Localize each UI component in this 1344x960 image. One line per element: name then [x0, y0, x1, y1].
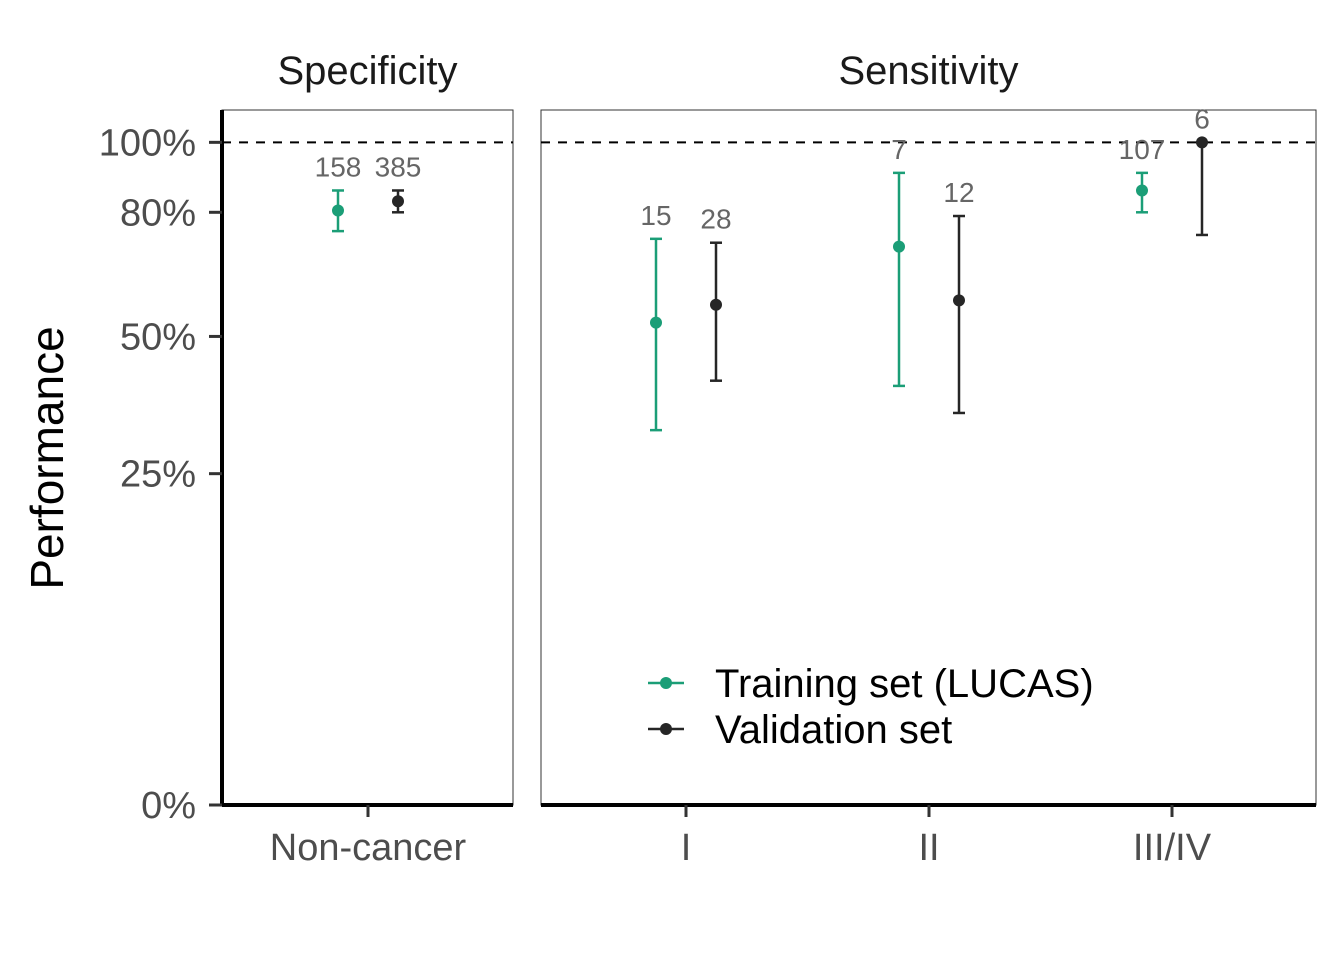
y-tick-label: 0%: [141, 785, 196, 827]
data-point-group: 28: [700, 204, 732, 382]
panel-specificity: Specificity Non-cancer 158 385: [221, 49, 514, 869]
data-point-group: 107: [1119, 134, 1166, 214]
x-tick-label: Non-cancer: [270, 827, 467, 869]
data-point: [392, 195, 404, 208]
data-point-group: 15: [640, 200, 672, 432]
legend-item: Validation set: [648, 708, 952, 752]
data-point: [953, 294, 965, 307]
sample-size-label: 107: [1119, 134, 1166, 165]
legend-label: Training set (LUCAS): [715, 662, 1094, 706]
panel-border: [221, 109, 514, 806]
panel-title: Sensitivity: [838, 49, 1018, 93]
sample-size-label: 7: [891, 134, 907, 165]
legend: Training set (LUCAS)Validation set: [648, 662, 1094, 752]
x-tick-label: I: [681, 827, 692, 869]
data-point-group: 12: [943, 177, 975, 415]
legend-marker: [660, 677, 672, 689]
sample-size-label: 158: [315, 151, 362, 182]
data-point-group: 385: [375, 151, 422, 214]
y-tick-label: 25%: [120, 454, 196, 496]
sample-size-label: 15: [640, 200, 671, 231]
x-tick-label: II: [918, 827, 939, 869]
sample-size-label: 12: [943, 177, 974, 208]
legend-label: Validation set: [715, 708, 952, 752]
data-point: [1196, 136, 1208, 149]
data-point: [650, 316, 662, 329]
y-axis: 0% 25% 50% 80% 100%: [99, 110, 224, 827]
data-point-group: 6: [1194, 103, 1210, 237]
data-point-group: 158: [315, 151, 362, 233]
y-axis-label: Performance: [21, 326, 73, 589]
data-point: [1136, 184, 1148, 197]
sample-size-label: 28: [700, 204, 731, 235]
x-tick-label: III/IV: [1133, 827, 1212, 869]
sample-size-label: 6: [1194, 103, 1210, 134]
y-tick-label: 50%: [120, 316, 196, 358]
data-point: [710, 298, 722, 311]
panel-title: Specificity: [277, 49, 457, 93]
y-tick-label: 80%: [120, 192, 196, 234]
y-tick-label: 100%: [99, 122, 196, 164]
data-point-group: 7: [891, 134, 907, 388]
sample-size-label: 385: [375, 151, 422, 182]
legend-item: Training set (LUCAS): [648, 662, 1094, 706]
data-point: [893, 240, 905, 253]
data-point: [332, 204, 344, 217]
legend-marker: [660, 723, 672, 735]
